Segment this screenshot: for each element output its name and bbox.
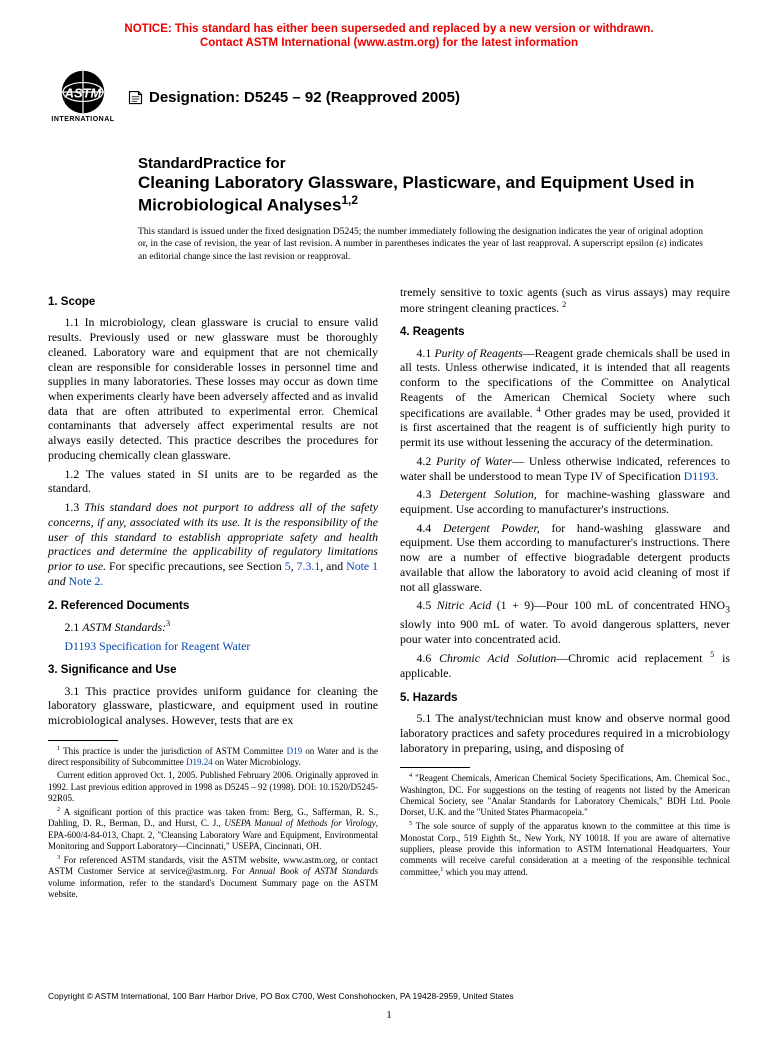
link-note2[interactable]: Note 2. [69,574,104,588]
sec2-p1: 2.1 ASTM Standards:3 [48,619,378,635]
sec4-p4: 4.4 Detergent Powder, for hand-washing g… [400,521,730,595]
sec4-p6: 4.6 Chromic Acid Solution—Chromic acid r… [400,650,730,680]
link-731[interactable]: 7.3.1 [297,559,321,573]
astm-logo: ASTM INTERNATIONAL [52,69,114,127]
sec3-head: 3. Significance and Use [48,663,378,677]
footnote-rule-left [48,740,118,741]
sec2-head: 2. Referenced Documents [48,599,378,613]
sec4-head: 4. Reagents [400,325,730,339]
link-d19[interactable]: D19 [287,746,303,756]
title-kicker: StandardPractice for [138,155,730,172]
footnotes-left: 1 This practice is under the jurisdictio… [48,740,378,900]
logo-label: INTERNATIONAL [51,116,114,123]
sec2-link: D1193 Specification for Reagent Water [48,639,378,654]
sec3-p1: 3.1 This practice provides uniform guida… [48,684,378,728]
sec1-p1: 1.1 In microbiology, clean glassware is … [48,315,378,462]
sec1-p2: 1.2 The values stated in SI units are to… [48,467,378,496]
title-main: Cleaning Laboratory Glassware, Plasticwa… [138,172,730,216]
copyright: Copyright © ASTM International, 100 Barr… [48,991,514,1001]
designation: Designation: D5245 – 92 (Reapproved 2005… [128,89,460,106]
notice-line1: NOTICE: This standard has either been su… [124,23,653,35]
astm-logo-svg: ASTM [53,69,113,115]
notice-line2: Contact ASTM International (www.astm.org… [200,37,578,49]
title-block: StandardPractice for Cleaning Laboratory… [138,155,730,216]
sec1-head: 1. Scope [48,295,378,309]
link-d1193-b[interactable]: D1193 [684,469,716,483]
body-columns: 1. Scope 1.1 In microbiology, clean glas… [48,285,730,902]
footnote-rule-right [400,767,470,768]
link-d1924[interactable]: D19.24 [186,757,213,767]
sec5-p1: 5.1 The analyst/technician must know and… [400,711,730,755]
sec4-p3: 4.3 Detergent Solution, for machine-wash… [400,487,730,516]
footnotes-right: 4 "Reagent Chemicals, American Chemical … [400,767,730,878]
designation-icon [128,90,143,105]
sec3-p1-cont: tremely sensitive to toxic agents (such … [400,285,730,315]
page-number: 1 [0,1009,778,1021]
notice-banner: NOTICE: This standard has either been su… [48,22,730,51]
designation-text: Designation: D5245 – 92 (Reapproved 2005… [149,89,460,106]
link-d1193[interactable]: D1193 [65,639,97,653]
sec5-head: 5. Hazards [400,691,730,705]
sec4-p2: 4.2 Purity of Water— Unless otherwise in… [400,454,730,483]
sec4-p1: 4.1 Purity of Reagents—Reagent grade che… [400,346,730,450]
issued-note: This standard is issued under the fixed … [138,226,703,263]
sec4-p5: 4.5 Nitric Acid (1 + 9)—Pour 100 mL of c… [400,598,730,646]
link-note1[interactable]: Note 1 [346,559,378,573]
sec1-p3: 1.3 This standard does not purport to ad… [48,500,378,588]
svg-text:ASTM: ASTM [64,85,103,100]
header-row: ASTM INTERNATIONAL Designation: D5245 – … [48,69,730,127]
